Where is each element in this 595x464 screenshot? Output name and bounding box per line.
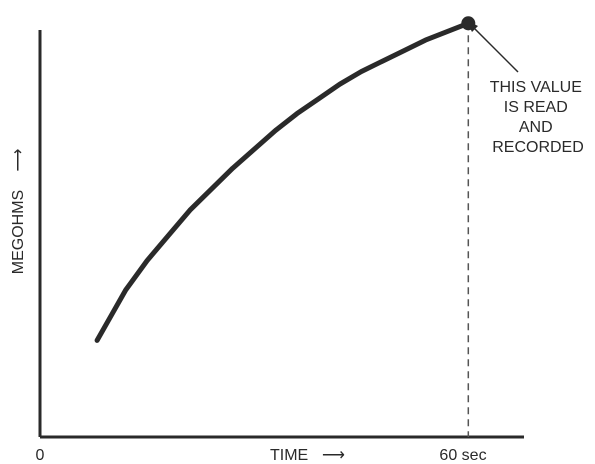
annotation-line-4: RECORDED [492, 139, 584, 156]
annotation-arrow [466, 20, 519, 73]
annotation-line-1: THIS VALUE [490, 79, 582, 96]
megohm-curve [94, 20, 471, 343]
y-axis-arrow: ⟶ [10, 148, 27, 171]
x-axis-label: TIME [270, 447, 308, 464]
x-origin-label: 0 [36, 447, 45, 464]
annotation-line-2: IS READ [504, 99, 568, 116]
y-axis-label: MEGOHMS [10, 190, 27, 274]
x-end-label: 60 sec [439, 447, 486, 464]
x-axis-arrow: ⟶ [322, 447, 345, 464]
annotation-line-3: AND [519, 119, 553, 136]
annotation-text: THIS VALUE IS READ AND RECORDED [490, 79, 587, 156]
